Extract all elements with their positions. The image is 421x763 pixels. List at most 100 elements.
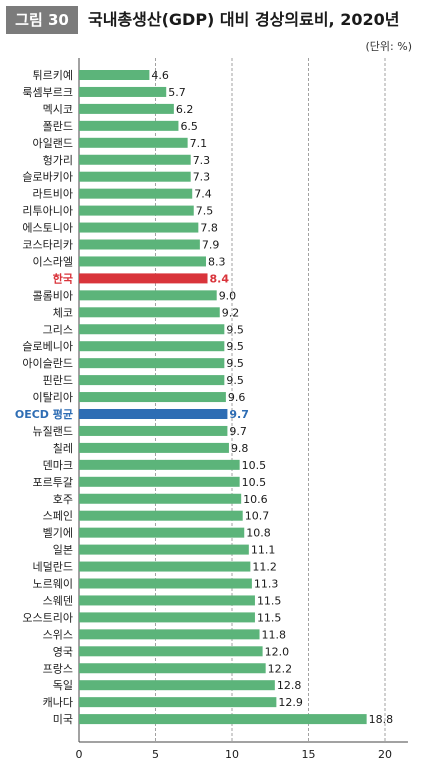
- category-label: 핀란드: [43, 374, 73, 387]
- value-label: 9.2: [222, 306, 240, 319]
- category-label: 멕시코: [43, 103, 73, 116]
- bar: [79, 341, 225, 352]
- category-label: 스웨덴: [43, 594, 73, 607]
- x-tick-label: 0: [76, 748, 83, 761]
- bar: [79, 307, 220, 318]
- category-label: 네덜란드: [33, 561, 73, 574]
- value-label: 7.5: [196, 205, 214, 218]
- category-label: 미국: [53, 713, 73, 726]
- bar: [79, 324, 225, 335]
- bar: [79, 629, 260, 640]
- bar: [79, 70, 150, 80]
- category-label: 아일랜드: [33, 136, 73, 150]
- bar: [79, 290, 217, 301]
- bar-chart: 튀르키예 4.6 룩셈부르크 5.7 멕시코 6.2 폴란드 6.5 아일랜드 7.1 헝가리 7.3…: [15, 58, 408, 761]
- category-label: 그리스: [43, 323, 73, 336]
- value-label: 9.7: [229, 425, 247, 438]
- value-label: 9.5: [226, 357, 244, 370]
- value-label: 6.5: [180, 120, 198, 133]
- category-label: 영국: [53, 645, 73, 658]
- category-label: 슬로바키아: [22, 171, 73, 184]
- value-label: 10.8: [246, 527, 270, 540]
- bar: [79, 86, 167, 97]
- category-label: 스위스: [43, 628, 73, 641]
- value-label: 9.5: [226, 340, 244, 353]
- bar: [79, 561, 251, 572]
- value-label: 7.9: [202, 239, 220, 252]
- value-label: 12.8: [277, 679, 302, 692]
- category-label: 슬로베니아: [22, 340, 73, 353]
- value-label: 9.7: [229, 408, 249, 421]
- figure-label-badge: 그림 30: [6, 6, 78, 34]
- category-label: 포르투갈: [33, 475, 73, 489]
- x-tick-label: 10: [225, 748, 239, 761]
- bar: [79, 222, 199, 233]
- unit-label: (단위: %): [365, 40, 412, 53]
- value-label: 11.3: [254, 578, 279, 591]
- bar: [79, 442, 229, 453]
- category-label: 룩셈부르크: [22, 86, 73, 99]
- bar: [79, 680, 275, 691]
- bar: [79, 697, 277, 708]
- x-tick-label: 20: [378, 748, 392, 761]
- value-label: 10.5: [242, 459, 267, 472]
- category-label: 코스타리카: [22, 239, 73, 252]
- bar: [79, 544, 249, 555]
- category-label: 에스토니아: [22, 222, 73, 235]
- value-label: 12.0: [265, 645, 290, 658]
- value-label: 10.6: [243, 493, 268, 506]
- category-label: 캐나다: [43, 696, 73, 709]
- value-label: 11.2: [252, 561, 276, 574]
- category-label: 체코: [53, 306, 73, 319]
- value-label: 5.7: [168, 86, 186, 99]
- category-label: 폴란드: [43, 120, 73, 133]
- x-tick-label: 15: [302, 748, 316, 761]
- value-label: 9.0: [219, 289, 237, 302]
- bar: [79, 595, 255, 606]
- category-label: OECD 평균: [15, 407, 73, 421]
- category-label: 라트비아: [33, 188, 73, 201]
- x-tick-label: 5: [152, 748, 159, 761]
- bar: [79, 459, 240, 470]
- value-label: 8.4: [210, 272, 230, 285]
- category-label: 리투아니아: [22, 205, 73, 218]
- category-label: 아이슬란드: [22, 357, 73, 370]
- bar: [79, 578, 252, 589]
- category-label: 호주: [53, 493, 73, 506]
- value-label: 9.8: [231, 442, 249, 455]
- value-label: 10.7: [245, 510, 270, 523]
- value-label: 4.6: [151, 69, 169, 82]
- value-label: 7.1: [190, 137, 208, 150]
- bar: [79, 527, 245, 538]
- category-label: 벨기에: [43, 527, 73, 540]
- value-label: 10.5: [242, 476, 267, 489]
- category-label: 헝가리: [43, 154, 73, 167]
- value-label: 7.3: [193, 154, 211, 167]
- value-label: 11.1: [251, 544, 276, 557]
- category-label: 스페인: [43, 510, 73, 523]
- category-label: 튀르키예: [33, 69, 73, 82]
- bar: [79, 375, 225, 386]
- bar: [79, 256, 206, 267]
- value-label: 7.8: [200, 222, 218, 235]
- value-label: 12.2: [268, 662, 293, 675]
- bar: [79, 239, 200, 250]
- value-label: 18.8: [369, 713, 394, 726]
- bar: [79, 663, 266, 674]
- value-label: 11.5: [257, 611, 282, 624]
- bar: [79, 409, 228, 419]
- category-label: 이탈리아: [33, 391, 73, 404]
- category-label: 오스트리아: [22, 611, 73, 624]
- bar: [79, 646, 263, 657]
- category-label: 콜롬비아: [33, 289, 73, 302]
- bar: [79, 120, 179, 131]
- bar: [79, 137, 188, 148]
- value-label: 9.5: [226, 323, 244, 336]
- category-label: 프랑스: [43, 662, 73, 675]
- category-label: 이스라엘: [33, 255, 73, 268]
- value-label: 11.5: [257, 594, 282, 607]
- bar: [79, 425, 228, 436]
- value-label: 7.4: [194, 188, 212, 201]
- bar: [79, 392, 226, 403]
- chart-title: 국내총생산(GDP) 대비 경상의료비, 2020년: [88, 10, 400, 29]
